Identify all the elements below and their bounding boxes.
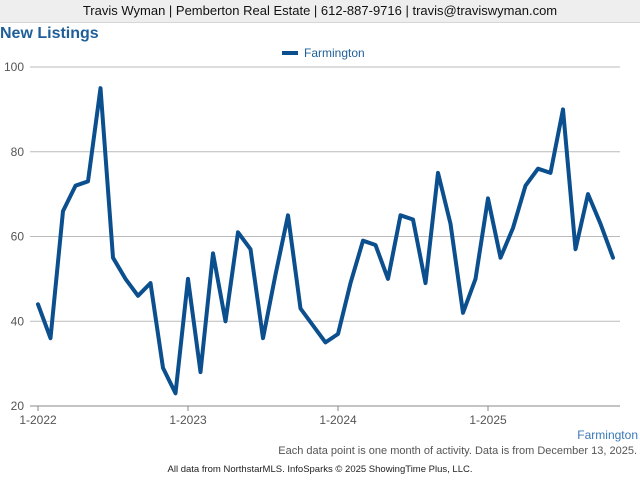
y-tick-label: 40 [11,314,25,328]
y-tick-label: 20 [11,399,25,413]
x-tick-label: 1-2022 [19,413,57,427]
data-note: Each data point is one month of activity… [278,445,637,457]
y-tick-label: 80 [11,145,25,159]
x-tick-label: 1-2025 [469,413,507,427]
series-end-label: Farmington [577,428,638,442]
y-tick-label: 60 [11,230,25,244]
chart-title: New Listings [0,25,99,42]
data-source-footer: All data from NorthstarMLS. InfoSparks ©… [167,464,473,475]
legend-label: Farmington [304,46,365,60]
x-tick-label: 1-2023 [169,413,207,427]
y-tick-label: 100 [4,60,24,74]
x-tick-label: 1-2024 [319,413,357,427]
contact-header: Travis Wyman | Pemberton Real Estate | 6… [0,0,640,23]
contact-header-text: Travis Wyman | Pemberton Real Estate | 6… [82,3,558,18]
series-line-0 [36,86,615,396]
